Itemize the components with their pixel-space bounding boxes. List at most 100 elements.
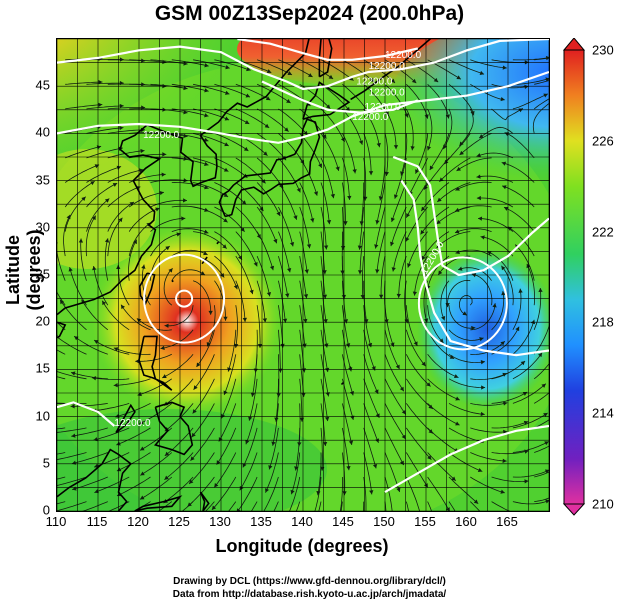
streamline bbox=[427, 108, 433, 151]
streamline bbox=[299, 157, 318, 196]
streamline bbox=[299, 256, 307, 299]
streamline-arrow bbox=[322, 134, 327, 139]
credit-line-1: Drawing by DCL (https://www.gfd-dennou.o… bbox=[173, 576, 446, 587]
streamline bbox=[299, 133, 323, 168]
streamline bbox=[57, 371, 87, 380]
streamline bbox=[65, 145, 102, 159]
streamline bbox=[427, 305, 444, 344]
streamline bbox=[139, 476, 173, 500]
streamline bbox=[534, 419, 549, 429]
coastline bbox=[57, 448, 132, 511]
streamline bbox=[512, 469, 549, 478]
streamline bbox=[213, 452, 237, 488]
streamline-arrow bbox=[211, 505, 217, 510]
streamline-arrow bbox=[264, 123, 270, 128]
streamline-arrow bbox=[133, 239, 137, 245]
streamline bbox=[239, 452, 258, 491]
streamline bbox=[214, 108, 250, 125]
streamline-arrow bbox=[453, 374, 459, 379]
streamline-arrow bbox=[357, 270, 363, 275]
streamline bbox=[129, 83, 167, 87]
streamline-arrow bbox=[538, 287, 543, 293]
streamline bbox=[504, 132, 535, 159]
coastline bbox=[57, 124, 162, 316]
coastline bbox=[216, 241, 220, 245]
streamline bbox=[265, 452, 279, 493]
streamline bbox=[299, 305, 306, 348]
streamline bbox=[491, 291, 505, 331]
streamline-arrow bbox=[503, 206, 509, 211]
streamline-arrow bbox=[139, 168, 144, 173]
streamline bbox=[227, 329, 237, 372]
streamline-arrow bbox=[384, 319, 389, 324]
streamline-arrow bbox=[543, 93, 548, 98]
streamline bbox=[82, 501, 108, 511]
streamline bbox=[512, 93, 548, 110]
streamline bbox=[193, 133, 229, 147]
streamline-arrow bbox=[276, 393, 281, 398]
streamline bbox=[133, 501, 151, 511]
streamline bbox=[405, 476, 420, 511]
coastline bbox=[349, 366, 352, 369]
y-tick-label: 40 bbox=[35, 124, 50, 140]
streamline-arrow bbox=[273, 238, 278, 244]
streamline bbox=[242, 427, 258, 468]
streamline-arrow bbox=[287, 71, 292, 75]
streamline-arrow bbox=[303, 130, 308, 136]
streamline bbox=[448, 501, 456, 511]
streamline bbox=[278, 329, 281, 373]
streamline-arrow bbox=[248, 416, 253, 421]
streamline bbox=[214, 255, 238, 290]
streamline bbox=[455, 181, 492, 191]
streamline bbox=[427, 403, 460, 426]
streamline bbox=[57, 321, 66, 331]
y-tick-label: 25 bbox=[35, 266, 50, 282]
streamline-arrow bbox=[191, 432, 196, 438]
streamline-arrow bbox=[367, 342, 373, 348]
streamline bbox=[384, 378, 407, 415]
coastline bbox=[115, 403, 136, 434]
streamline bbox=[359, 231, 365, 275]
streamline-arrow bbox=[263, 151, 268, 156]
streamline bbox=[384, 476, 393, 511]
streamline-arrow bbox=[91, 376, 97, 381]
streamline-arrow bbox=[282, 318, 288, 323]
streamline bbox=[427, 501, 432, 511]
contour-label: 12200.0 bbox=[352, 112, 389, 123]
streamline bbox=[491, 108, 524, 121]
streamline-arrow bbox=[164, 451, 170, 456]
streamline bbox=[533, 392, 549, 404]
streamline-arrow bbox=[538, 352, 543, 358]
y-tick-label: 35 bbox=[35, 172, 50, 188]
contour-line bbox=[57, 70, 549, 144]
streamline-arrow bbox=[160, 345, 165, 350]
streamline bbox=[57, 427, 87, 433]
streamline bbox=[384, 427, 405, 466]
streamline bbox=[57, 250, 66, 281]
streamline-arrow bbox=[253, 261, 258, 267]
streamline bbox=[163, 268, 173, 306]
streamline-arrow bbox=[164, 475, 169, 480]
streamline-arrow bbox=[318, 163, 323, 168]
streamline bbox=[57, 349, 66, 355]
streamline-arrow bbox=[102, 300, 107, 306]
streamline-arrow bbox=[249, 289, 254, 295]
streamline-arrow bbox=[313, 191, 319, 196]
streamline bbox=[104, 238, 109, 281]
y-tick-label: 0 bbox=[42, 502, 50, 518]
streamline bbox=[120, 304, 151, 331]
streamline bbox=[57, 376, 66, 380]
streamline-arrow bbox=[545, 499, 549, 504]
streamline-arrow bbox=[159, 190, 164, 196]
streamline bbox=[245, 403, 258, 445]
streamline bbox=[214, 206, 245, 233]
streamline-arrow bbox=[203, 251, 208, 256]
streamline bbox=[501, 265, 514, 306]
streamline bbox=[320, 354, 329, 397]
streamline bbox=[405, 182, 428, 218]
grid-lines bbox=[57, 39, 549, 511]
streamline-arrow bbox=[438, 270, 443, 275]
streamline-arrow bbox=[429, 165, 434, 171]
streamline bbox=[93, 265, 109, 306]
streamline bbox=[448, 403, 485, 415]
